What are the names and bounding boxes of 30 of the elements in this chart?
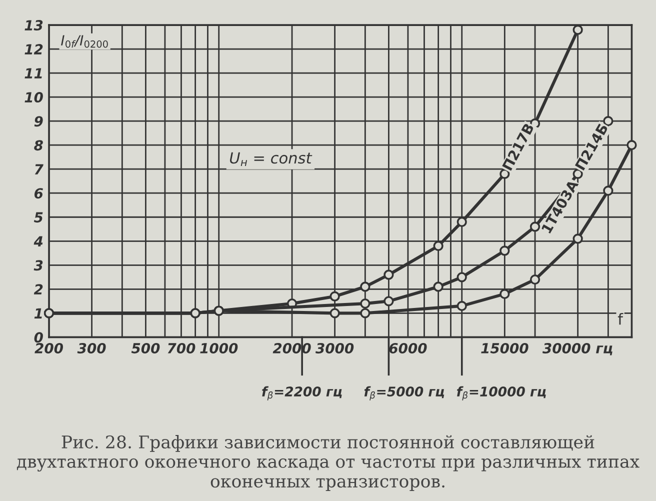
- y-tick-label: 0: [34, 332, 43, 343]
- x-tick-label: 500: [131, 342, 160, 354]
- x-axis-title: f: [618, 313, 624, 325]
- ref-line-label: f$_{β}$=10000 гц: [456, 386, 546, 400]
- x-tick-label: 3000: [315, 342, 354, 354]
- y-tick-label: 12: [24, 44, 43, 54]
- x-tick-label: 200: [34, 342, 64, 354]
- y-tick-label: 4: [34, 236, 43, 246]
- y-tick-label: 3: [34, 260, 43, 271]
- text: Рис. 28. Графики зависимости постоянной составляющей двухтактного оконечного каскада от частоты при различных типах оконечных транзисторов.: [16, 435, 640, 491]
- x-tick-label: 300: [77, 342, 106, 354]
- y-tick-label: 7: [34, 164, 44, 174]
- y-tick-label: 8: [34, 140, 43, 151]
- y-tick-label: 13: [24, 20, 43, 31]
- ref-line-label: f$_{β}$=2200 гц: [262, 386, 342, 400]
- y-tick-label: 6: [34, 188, 43, 199]
- x-tick-label: 6000: [389, 342, 427, 354]
- annotation: U$_{н}$ = const: [230, 152, 312, 166]
- x-tick-label: 15000: [481, 342, 528, 354]
- y-tick-label: 5: [34, 212, 43, 223]
- y-tick-label: 1: [34, 308, 42, 318]
- x-tick-label: 700: [168, 342, 196, 354]
- y-axis-title: I$_{0f}$/I$_{0200}$: [61, 35, 108, 48]
- y-tick-label: 9: [34, 116, 43, 127]
- y-tick-label: 2: [34, 284, 43, 294]
- ref-line-label: f$_{β}$=5000 гц: [364, 386, 444, 400]
- y-tick-label: 10: [24, 92, 43, 103]
- x-tick-label: 30000 гц: [542, 342, 612, 356]
- y-tick-label: 11: [24, 68, 42, 78]
- x-tick-label: 1000: [200, 342, 238, 354]
